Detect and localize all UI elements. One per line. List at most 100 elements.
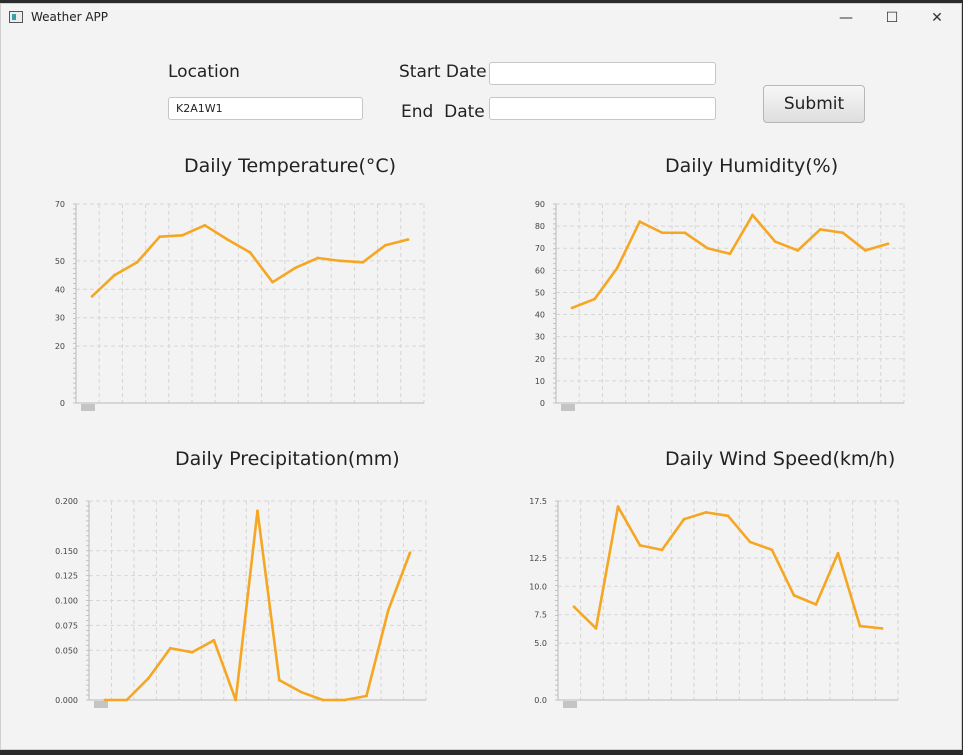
data-point <box>212 638 216 642</box>
y-tick-label: 30 <box>535 333 545 342</box>
data-point <box>864 249 867 252</box>
y-tick-label: 0.000 <box>55 696 78 705</box>
maximize-button[interactable]: ☐ <box>885 10 899 26</box>
data-point <box>594 626 598 630</box>
data-point <box>615 266 619 270</box>
data-point <box>660 231 664 235</box>
data-point <box>572 605 576 609</box>
y-tick-label: 70 <box>535 244 545 253</box>
start-date-input[interactable] <box>489 62 716 85</box>
data-point <box>226 238 229 241</box>
data-point <box>593 297 596 301</box>
y-tick-label: 0.0 <box>534 696 547 705</box>
data-point <box>147 676 150 680</box>
data-point <box>384 243 387 247</box>
y-tick-label: 80 <box>535 222 545 231</box>
data-point <box>726 514 730 518</box>
location-input[interactable] <box>168 97 363 120</box>
end-date-label: End Date <box>401 102 485 122</box>
data-point <box>792 593 796 597</box>
data-point <box>814 603 818 606</box>
start-date-label: Start Date <box>399 62 487 82</box>
data-point <box>256 509 259 513</box>
y-tick-label: 12.5 <box>529 554 547 563</box>
data-point <box>361 260 365 264</box>
y-tick-label: 50 <box>535 288 545 297</box>
y-tick-label: 0 <box>540 399 545 408</box>
end-date-input[interactable] <box>489 97 716 120</box>
y-tick-label: 20 <box>55 342 65 351</box>
data-point <box>299 690 303 694</box>
data-point <box>190 650 194 654</box>
data-point <box>234 698 238 702</box>
series-line <box>573 505 883 630</box>
axis-scroll-thumb <box>81 404 95 411</box>
y-tick-label: 0.125 <box>55 572 78 581</box>
data-point <box>158 235 162 239</box>
data-point <box>570 306 574 310</box>
data-point <box>880 626 884 630</box>
data-point <box>168 646 172 650</box>
minimize-button[interactable]: — <box>839 10 853 26</box>
app-window: Weather APP — ☐ ✕ Location Start Date En… <box>0 3 962 750</box>
submit-button[interactable]: Submit <box>763 85 865 123</box>
y-tick-label: 40 <box>55 285 65 294</box>
data-point <box>180 233 184 237</box>
data-point <box>406 238 410 241</box>
app-icon <box>9 11 23 23</box>
data-point <box>90 294 94 298</box>
data-point <box>365 694 368 698</box>
data-point <box>113 273 116 277</box>
y-tick-label: 0.050 <box>55 646 78 655</box>
data-point <box>706 246 709 250</box>
y-tick-label: 0 <box>60 399 65 408</box>
data-point <box>638 220 642 224</box>
precipitation-chart: 0.000 0.050 0.075 0.100 0.125 0.150 0.200 <box>55 497 427 708</box>
data-point <box>203 223 207 227</box>
y-tick-label: 5.0 <box>534 639 547 648</box>
y-tick-label: 10 <box>535 377 545 386</box>
y-tick-label: 70 <box>55 200 65 209</box>
y-tick-label: 0.200 <box>55 497 78 506</box>
data-point <box>796 249 800 252</box>
y-tick-label: 17.5 <box>529 497 547 506</box>
data-point <box>728 252 732 256</box>
data-point <box>135 260 139 264</box>
data-point <box>841 231 845 235</box>
precipitation-chart-title: Daily Precipitation(mm) <box>175 448 400 470</box>
data-point <box>818 228 822 231</box>
data-point <box>770 548 774 552</box>
close-button[interactable]: ✕ <box>931 10 943 26</box>
data-point <box>343 698 347 702</box>
data-point <box>836 551 840 555</box>
wind-chart-title: Daily Wind Speed(km/h) <box>665 448 896 470</box>
data-point <box>858 624 862 628</box>
y-tick-label: 0.075 <box>55 621 78 630</box>
data-point <box>886 242 890 246</box>
data-point <box>277 678 281 682</box>
data-point <box>386 609 390 612</box>
axis-scroll-thumb <box>94 701 108 708</box>
y-tick-label: 40 <box>535 311 545 320</box>
data-point <box>683 231 687 235</box>
data-point <box>408 551 412 555</box>
window-title: Weather APP <box>31 10 109 24</box>
data-point <box>125 698 129 702</box>
axis-scroll-thumb <box>563 701 577 708</box>
y-tick-label: 20 <box>535 355 545 364</box>
data-point <box>103 698 107 702</box>
data-point <box>751 213 754 217</box>
data-point <box>682 517 686 521</box>
data-point <box>293 266 297 270</box>
y-tick-label: 7.5 <box>534 611 547 620</box>
location-label: Location <box>168 62 240 82</box>
data-point <box>271 280 274 284</box>
temperature-chart: 0 20 30 40 50 70 <box>55 200 425 411</box>
temperature-chart-title: Daily Temperature(°C) <box>184 155 397 177</box>
y-tick-label: 0.150 <box>55 547 78 556</box>
y-tick-label: 90 <box>535 200 545 209</box>
wind-speed-chart: 0.0 5.0 7.5 10.0 12.5 17.5 <box>529 497 899 708</box>
data-point <box>321 698 325 702</box>
data-point <box>248 250 252 254</box>
data-point <box>638 543 642 547</box>
